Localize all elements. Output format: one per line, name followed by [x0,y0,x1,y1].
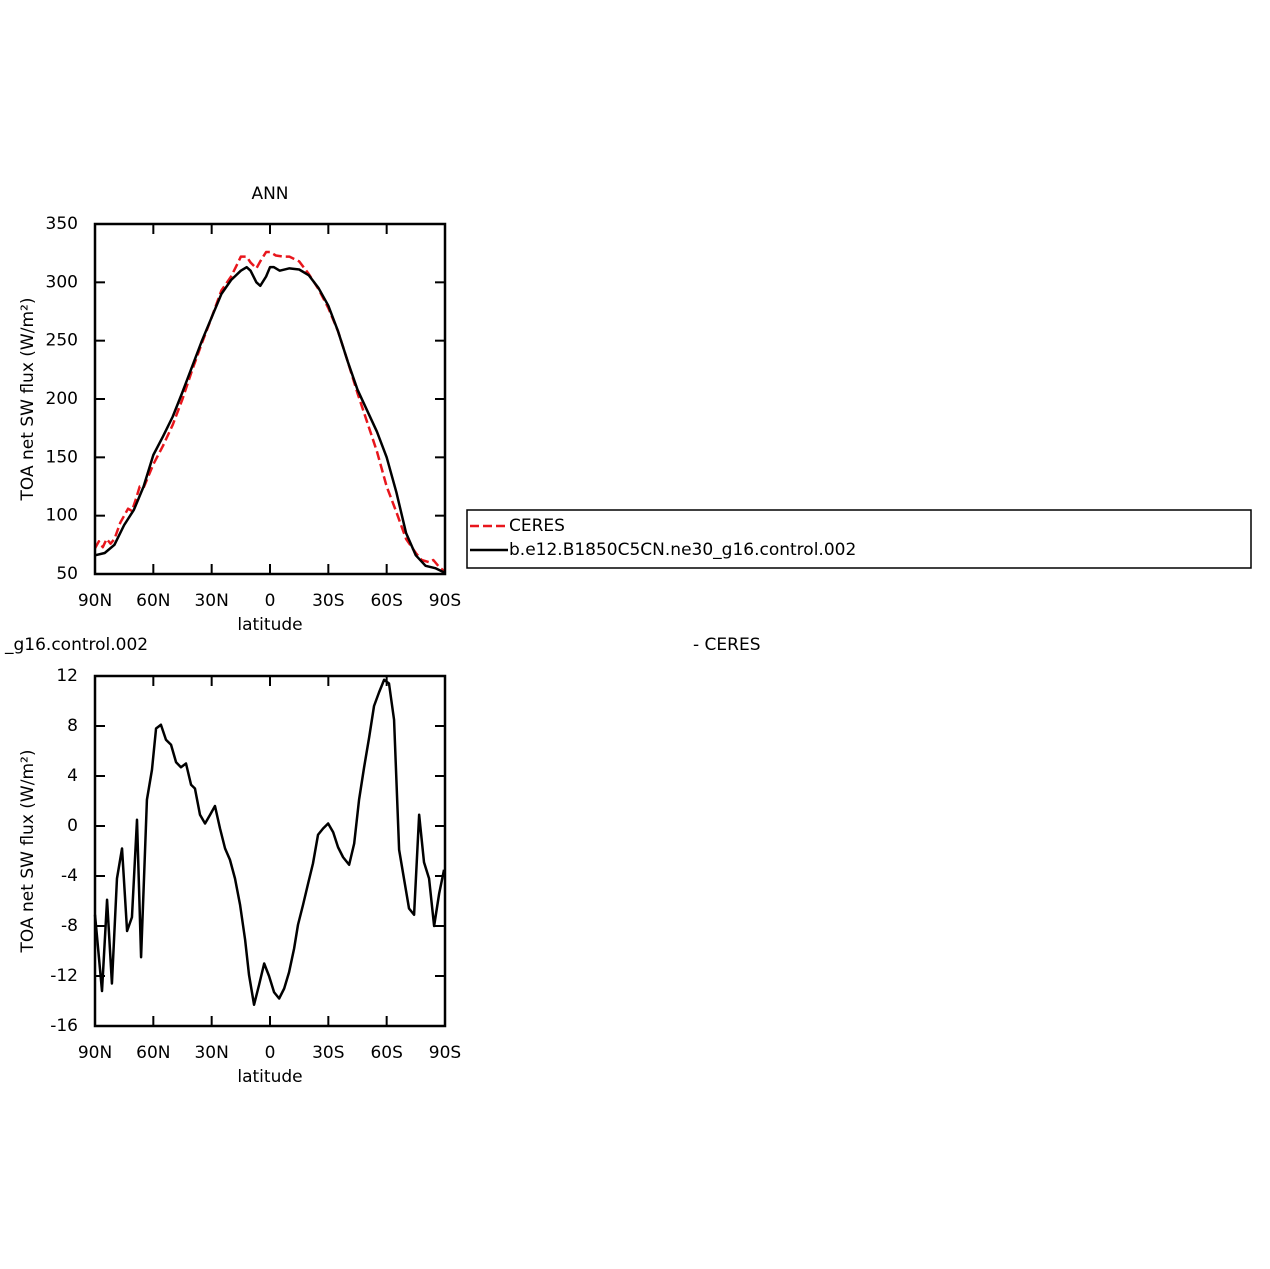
x-tick-label: 90S [429,591,461,611]
y-tick-label: -16 [50,1016,78,1036]
y-axis-label: TOA net SW flux (W/m²) [18,750,38,954]
x-axis-label: latitude [237,1067,302,1087]
y-tick-label: 350 [46,214,78,234]
x-tick-label: 90N [78,1043,112,1063]
plot-frame [93,222,447,576]
y-tick-label: 250 [46,331,78,351]
x-tick-label: 30S [312,591,344,611]
x-tick-label: 60S [370,591,402,611]
y-tick-label: -12 [50,966,78,986]
x-tick-label: 60S [370,1043,402,1063]
y-tick-label: 4 [67,766,78,786]
y-tick-label: 8 [67,716,78,736]
legend-label: b.e12.B1850C5CN.ne30_g16.control.002 [509,540,856,560]
x-tick-label: 60N [136,1043,170,1063]
x-tick-label: 0 [265,1043,276,1063]
line-series [94,265,446,574]
y-tick-label: 12 [56,666,78,686]
y-tick-label: -8 [61,916,78,936]
chart-title-left: _g16.control.002 [4,635,148,655]
x-tick-label: 60N [136,591,170,611]
y-tick-label: 200 [46,389,78,409]
y-tick-label: 50 [56,564,78,584]
x-tick-label: 30S [312,1043,344,1063]
y-axis-label: TOA net SW flux (W/m²) [18,298,38,502]
x-tick-label: 30N [194,1043,228,1063]
y-tick-label: 100 [46,506,78,526]
x-tick-label: 90S [429,1043,461,1063]
y-tick-label: 0 [67,816,78,836]
chart-title-right: - CERES [693,635,761,655]
y-tick-label: -4 [61,866,78,886]
line-series [93,678,446,1006]
legend-label: CERES [509,516,565,536]
line-series [93,250,446,573]
y-tick-label: 150 [46,447,78,467]
x-tick-label: 30N [194,591,228,611]
y-tick-label: 300 [46,272,78,292]
plot-frame [93,674,447,1028]
legend-box [466,509,1252,569]
x-axis-label: latitude [237,615,302,635]
x-tick-label: 90N [78,591,112,611]
x-tick-label: 0 [265,591,276,611]
chart-title: ANN [251,184,288,204]
